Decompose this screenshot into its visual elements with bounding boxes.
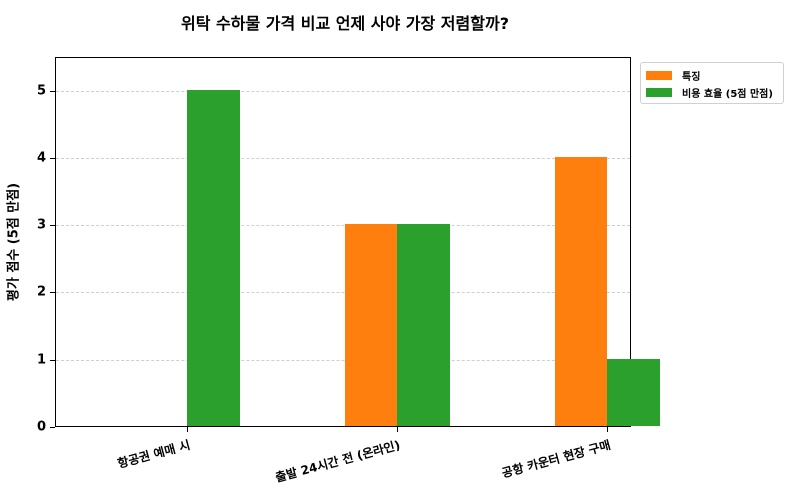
plot-area: 0 1 2 3 4 5 항공권 예매 시 출발 24시간 전 (온라인) 공항 카운터 현장 구… [37,57,660,485]
y-tick-label: 2 [36,284,46,300]
y-tick-label: 3 [36,217,46,233]
y-axis-title: 평가 점수 (5점 만점) [6,182,22,302]
legend-item-cost-efficiency: 비용 효율 (5점 만점) [646,85,773,100]
y-tick [50,157,55,159]
legend-swatch-orange [646,70,672,80]
bar-cost-efficiency [187,89,240,426]
y-tick-label: 1 [36,352,46,368]
y-tick-label: 5 [36,83,46,99]
gridline [56,90,630,92]
bar-features [554,156,607,426]
y-tick-label: 4 [36,150,46,166]
legend: 특징 비용 효율 (5점 만점) [640,62,784,104]
x-tick-label: 공항 카운터 현장 구매 [500,437,613,481]
y-tick [50,90,55,92]
bar-cost-efficiency [607,358,660,426]
chart-title: 위탁 수하물 가격 비교 언제 사야 가장 저렴할까? [181,14,509,33]
legend-item-features: 특징 [646,68,701,83]
x-tick-label: 출발 24시간 전 (온라인) [274,437,403,485]
x-tick [187,427,188,432]
legend-swatch-green [646,87,672,97]
gridline [56,157,630,159]
bar-cost-efficiency [397,224,450,426]
y-tick [50,359,55,361]
y-tick [50,225,55,227]
legend-label: 특징 [682,71,701,83]
y-tick [50,427,55,428]
x-tick-label: 항공권 예매 시 [116,437,193,471]
x-tick [397,427,398,432]
gridline [56,359,630,361]
x-tick [607,427,608,432]
legend-label: 비용 효율 (5점 만점) [682,88,773,100]
bar-features [344,224,397,426]
y-tick-label: 0 [36,419,46,435]
gridline [56,292,630,294]
y-tick [50,292,55,294]
gridline [56,225,630,227]
